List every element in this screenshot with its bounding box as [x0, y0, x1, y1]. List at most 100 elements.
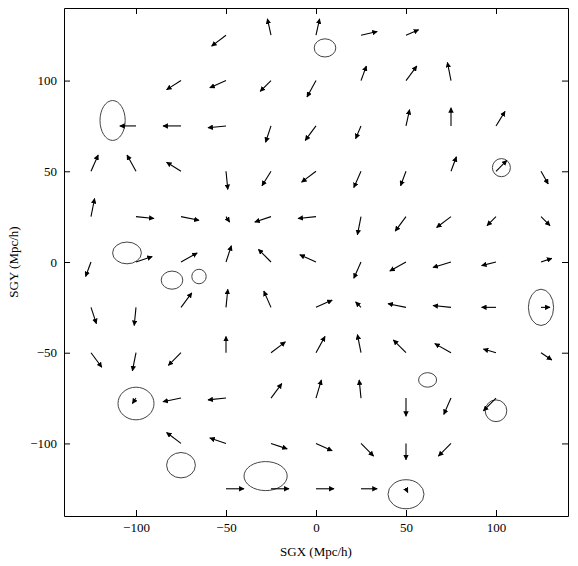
vector-arrow: [405, 398, 406, 416]
tick-label: 0: [51, 255, 58, 270]
contour: [192, 269, 206, 284]
tick-label: −50: [216, 520, 236, 535]
tick: 0: [51, 255, 71, 270]
vector-arrow: [305, 126, 316, 141]
vector-arrow: [361, 443, 374, 456]
vector-arrow: [316, 488, 334, 489]
axis-line: [65, 516, 569, 517]
vector-arrow: [405, 443, 406, 459]
vector-arrow: [168, 353, 181, 366]
vector-arrow: [212, 35, 226, 46]
contour: [113, 242, 142, 264]
tick-label: 100: [487, 520, 507, 535]
vector-arrow: [361, 66, 366, 81]
vector-arrow: [451, 157, 456, 172]
vector-arrow: [482, 307, 496, 308]
tick: [496, 8, 497, 14]
vector-arrow: [181, 293, 192, 308]
vector-arrow: [401, 171, 406, 186]
vector-arrow: [357, 217, 361, 235]
vector-arrow: [356, 126, 361, 139]
vector-arrow: [271, 342, 285, 353]
tick-label: −100: [30, 436, 57, 451]
y-axis-right: [562, 9, 569, 517]
vector-arrow: [438, 443, 451, 456]
tick-mark: [64, 171, 70, 172]
tick: [562, 443, 568, 444]
vector-arrow: [483, 398, 496, 411]
vector-arrow: [406, 66, 417, 81]
vector-arrow: [271, 384, 282, 399]
tick: [226, 8, 227, 14]
vector-arrow: [541, 171, 548, 184]
contour: [167, 453, 196, 478]
tick-mark: [316, 510, 317, 516]
vector-arrow: [210, 81, 226, 88]
vector-arrow: [357, 335, 361, 353]
vector-arrow: [136, 217, 154, 219]
vector-arrow: [316, 380, 321, 398]
vector-arrow: [136, 257, 152, 262]
tick: 100: [38, 73, 71, 88]
vector-arrow: [307, 81, 316, 97]
x-axis-title: SGX (Mpc/h): [280, 544, 352, 559]
vector-arrow: [302, 171, 316, 182]
vector-arrow: [255, 217, 271, 222]
vector-arrow: [167, 81, 181, 90]
tick: [562, 171, 568, 172]
tick-label: 100: [38, 73, 58, 88]
contour: [492, 159, 510, 177]
tick-mark: [562, 262, 568, 263]
vector-arrow: [300, 255, 316, 262]
tick: −50: [37, 345, 70, 360]
vector-arrow: [264, 291, 271, 307]
vector-arrow: [496, 160, 507, 171]
tick-mark: [64, 443, 70, 444]
vector-arrow: [208, 398, 226, 400]
vector-arrow: [225, 336, 226, 352]
vector-arrow: [406, 30, 419, 35]
vector-arrow: [91, 199, 95, 217]
vector-arrow: [406, 110, 410, 126]
vector-arrow: [266, 126, 271, 142]
tick-label: 50: [44, 164, 57, 179]
vector-arrow: [91, 307, 96, 323]
data-layer: [86, 19, 554, 509]
vector-arrow: [167, 433, 181, 444]
vector-arrow: [262, 171, 271, 186]
axis-line: [568, 9, 569, 517]
chart: −100−50050100−100−50050100SGX (Mpc/h)SGY…: [0, 0, 578, 566]
vector-arrow: [361, 32, 377, 36]
vector-arrow: [496, 111, 505, 126]
tick: [316, 8, 317, 14]
tick-mark: [562, 171, 568, 172]
tick-mark: [226, 8, 227, 14]
vector-arrow: [134, 307, 136, 325]
vector-arrow: [450, 108, 451, 126]
vector-arrow: [260, 81, 271, 92]
vector-arrow: [316, 336, 325, 352]
tick: −100: [123, 510, 150, 535]
vector-arrow: [406, 489, 408, 493]
vector-arrow: [208, 126, 226, 128]
vector-arrow: [393, 340, 406, 353]
contour: [528, 289, 553, 325]
vector-arrow: [447, 62, 451, 80]
vector-arrow: [298, 217, 316, 219]
tick-mark: [496, 8, 497, 14]
contour: [419, 373, 437, 388]
tick: 50: [400, 510, 413, 535]
tick-label: −100: [123, 520, 150, 535]
contour: [118, 387, 154, 420]
vector-arrow: [356, 302, 361, 307]
tick-mark: [136, 8, 137, 14]
vector-arrow: [354, 262, 361, 278]
vector-arrow: [433, 262, 451, 267]
vector-arrow: [541, 258, 552, 262]
vector-arrow: [271, 443, 287, 448]
vector-arrow: [226, 246, 231, 262]
tick-mark: [316, 8, 317, 14]
vector-arrow: [361, 488, 377, 489]
tick-label: 50: [400, 520, 413, 535]
vector-arrow: [181, 217, 199, 221]
